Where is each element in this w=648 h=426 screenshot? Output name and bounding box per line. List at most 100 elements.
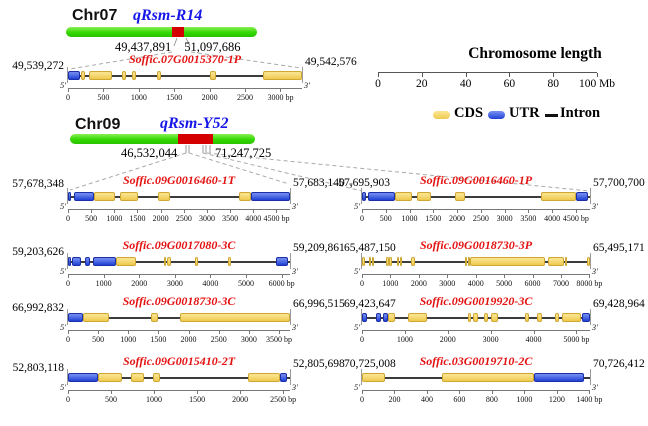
- five-prime-label: 5': [354, 201, 361, 211]
- axis-tick: [114, 210, 116, 213]
- scale-tick: [465, 73, 467, 77]
- axis-tick-label: 4000: [525, 334, 542, 344]
- three-prime-label: 3': [291, 322, 298, 332]
- scale-tick: [378, 73, 379, 77]
- gene-name-label: Soffic.09G0018730-3P: [419, 238, 533, 252]
- cds-block: [536, 313, 543, 322]
- axis-tick-label: 0: [360, 334, 364, 344]
- axis-tick-label: 4500 bp: [562, 213, 589, 223]
- gene-panel: Soffic.07G0015370-1P 49,539,272 49,542,5…: [12, 52, 357, 102]
- gene-start-coordinate: 57,695,903: [338, 177, 390, 189]
- axis-tick-label: 2000: [131, 278, 148, 288]
- chr09-label: Chr09: [75, 116, 121, 133]
- cds-block: [263, 71, 302, 80]
- axis-tick: [385, 210, 387, 213]
- scale-title: Chromosome length: [468, 45, 602, 62]
- gene-start-coordinate: 69,423,647: [344, 298, 396, 310]
- gene-end-coordinate: 49,542,576: [305, 56, 357, 68]
- cds-block: [163, 257, 166, 266]
- scale-tick-label: 60: [503, 78, 516, 90]
- track-end-boundary: [590, 309, 591, 325]
- axis-tick-label: 500: [92, 334, 105, 344]
- gene-name-label: Soffic.09G0018730-3C: [122, 294, 236, 308]
- axis-tick-label: 4000: [245, 213, 262, 223]
- axis-tick-label: 2000: [180, 334, 197, 344]
- gene-panel: Soffic.09G0019920-3C 69,423,647 69,428,9…: [344, 294, 645, 344]
- three-prime-label: 3': [291, 201, 298, 211]
- gene-panel: Soffic.03G0019710-2C 70,725,008 70,726,4…: [344, 354, 645, 404]
- utr-block: [72, 257, 81, 266]
- axis-tick-label: 6000 bp: [268, 278, 295, 288]
- axis-tick-label: 800: [485, 394, 498, 404]
- gene-panel: Soffic.09G0015410-2T 52,803,118 52,805,6…: [13, 354, 345, 404]
- utr-block: [68, 192, 71, 201]
- axis-tick-label: 4000: [544, 213, 561, 223]
- axis-tick-label: 4000: [202, 278, 219, 288]
- cds-block: [400, 257, 403, 266]
- gene-start-coordinate: 65,487,150: [344, 242, 396, 254]
- axis-tick-label: 2500: [237, 92, 254, 102]
- track-end-boundary: [290, 188, 291, 204]
- scale-tick-label: 40: [459, 78, 472, 90]
- axis-tick: [532, 275, 534, 278]
- cds-block: [132, 71, 136, 80]
- gene-axis: 0 1000 2000 3000 4000 5000 6000 bp: [66, 274, 295, 288]
- gene-axis: 0 500 1000 1500 2000 2500 3000 3500 4000 4500 bp: [66, 209, 290, 223]
- utr-block: [534, 373, 585, 382]
- cds-block: [247, 373, 280, 382]
- axis-tick-label: 1200: [548, 394, 565, 404]
- utr-block: [276, 257, 289, 266]
- cds-block: [524, 313, 530, 322]
- track-start-boundary: [67, 253, 68, 269]
- chr09-qtl-region: [178, 134, 213, 144]
- utr-block: [68, 313, 84, 322]
- utr-block: [279, 373, 287, 382]
- axis-tick: [524, 391, 526, 394]
- axis-tick-label: 1000: [516, 394, 533, 404]
- axis-tick: [589, 391, 591, 394]
- axis-tick-label: 3500: [222, 213, 239, 223]
- cds-block: [116, 257, 136, 266]
- axis-tick-label: 8000 bp: [576, 278, 603, 288]
- axis-tick-label: 4000: [467, 278, 484, 288]
- chr07-qtl-label: qRsm-R14: [133, 7, 203, 24]
- axis-tick: [575, 210, 577, 213]
- gene-name-label: Soffic.09G0019920-3C: [419, 294, 533, 308]
- five-prime-label: 5': [60, 201, 67, 211]
- gene-end-coordinate: 59,209,861: [293, 242, 345, 254]
- cds-block: [153, 373, 161, 382]
- axis-tick: [68, 210, 69, 213]
- cds-block: [455, 192, 465, 201]
- axis-tick: [253, 210, 255, 213]
- axis-tick-label: 2500: [175, 213, 192, 223]
- five-prime-label: 5': [60, 266, 67, 276]
- cds-block: [483, 313, 489, 322]
- track-end-boundary: [590, 253, 591, 269]
- axis-tick: [390, 275, 392, 278]
- axis-tick: [418, 275, 420, 278]
- cds-block: [417, 192, 431, 201]
- chr07-chromosome-bar: [66, 27, 257, 37]
- three-prime-label: 3': [303, 80, 310, 90]
- axis-tick: [160, 210, 162, 213]
- gene-axis: 0 200 400 600 800 1000 1200 1400 bp: [360, 390, 602, 404]
- gene-name-label: Soffic.09G0015410-2T: [122, 354, 236, 368]
- axis-tick-label: 1400 bp: [576, 394, 603, 404]
- axis-tick: [283, 391, 285, 394]
- axis-tick-label: 500: [97, 92, 110, 102]
- axis-tick-label: 2500: [472, 213, 489, 223]
- five-prime-label: 5': [354, 322, 361, 332]
- axis-tick: [362, 391, 363, 394]
- axis-tick-label: 1500: [129, 213, 146, 223]
- axis-tick-label: 1000: [130, 92, 147, 102]
- cds-block: [371, 257, 375, 266]
- utr-block: [68, 257, 71, 266]
- axis-tick: [457, 210, 459, 213]
- intron-legend-line: [545, 114, 558, 117]
- axis-tick: [183, 210, 185, 213]
- cds-legend-swatch: [433, 111, 450, 119]
- gene-name-label: Soffic.09G0017080-3C: [122, 238, 236, 252]
- gene-panel: Soffic.09G0016460-1T 57,678,348 57,683,1…: [12, 173, 345, 223]
- five-prime-label: 5': [60, 80, 67, 90]
- track-end-boundary: [290, 369, 291, 385]
